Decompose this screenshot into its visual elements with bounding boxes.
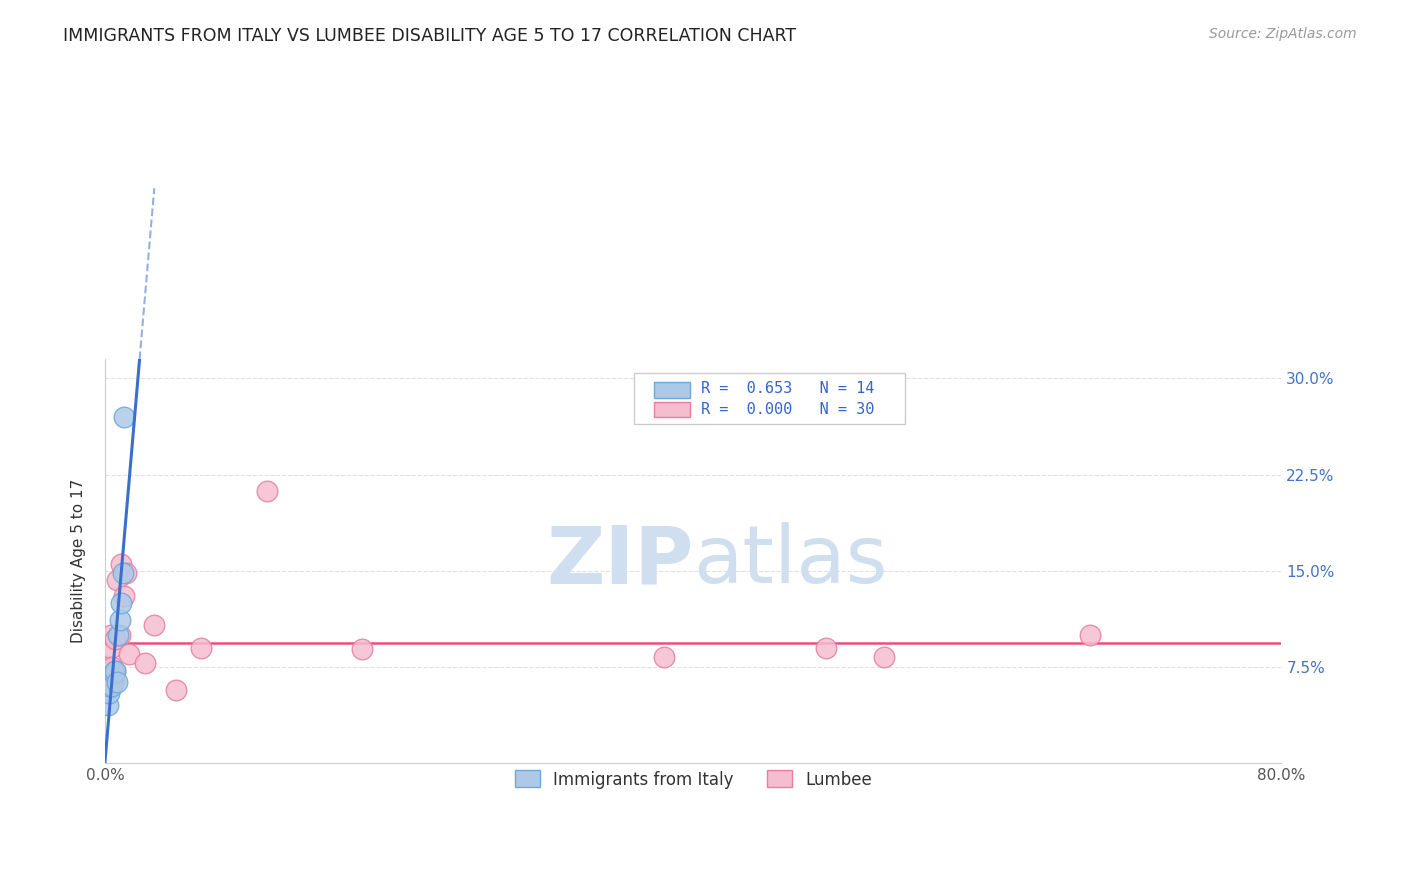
Point xyxy=(814,640,837,655)
Point xyxy=(103,673,125,687)
Point xyxy=(1078,628,1101,642)
Point xyxy=(100,673,122,687)
Point xyxy=(98,679,121,693)
Point xyxy=(101,660,124,674)
Point xyxy=(104,664,127,678)
FancyBboxPatch shape xyxy=(634,374,905,424)
Point xyxy=(100,669,122,683)
Point xyxy=(104,632,127,646)
Text: Source: ZipAtlas.com: Source: ZipAtlas.com xyxy=(1209,27,1357,41)
Point xyxy=(98,670,121,684)
Point xyxy=(96,673,118,687)
Point xyxy=(108,613,131,627)
Point xyxy=(652,649,675,664)
Point xyxy=(100,664,122,678)
Text: R =  0.000   N = 30: R = 0.000 N = 30 xyxy=(702,401,875,417)
Point xyxy=(112,409,135,424)
Point xyxy=(103,667,125,681)
Text: R =  0.653   N = 14: R = 0.653 N = 14 xyxy=(702,381,875,396)
Point xyxy=(110,596,132,610)
Point xyxy=(142,617,165,632)
Y-axis label: Disability Age 5 to 17: Disability Age 5 to 17 xyxy=(72,479,86,643)
Point xyxy=(134,656,156,670)
Point xyxy=(112,590,135,604)
Point xyxy=(97,660,120,674)
Point xyxy=(165,683,187,698)
Point xyxy=(352,642,374,657)
Point xyxy=(98,673,121,687)
Point xyxy=(101,679,124,693)
Point xyxy=(110,558,132,572)
Text: IMMIGRANTS FROM ITALY VS LUMBEE DISABILITY AGE 5 TO 17 CORRELATION CHART: IMMIGRANTS FROM ITALY VS LUMBEE DISABILI… xyxy=(63,27,796,45)
Point xyxy=(103,666,125,681)
Point xyxy=(256,484,278,499)
Point xyxy=(111,566,134,581)
Point xyxy=(114,566,136,581)
Point xyxy=(190,640,212,655)
Text: atlas: atlas xyxy=(693,522,887,600)
Point xyxy=(117,647,139,661)
Point xyxy=(104,664,127,678)
Point xyxy=(105,675,128,690)
Point xyxy=(105,573,128,587)
FancyBboxPatch shape xyxy=(654,401,690,417)
Point xyxy=(100,628,122,642)
Point xyxy=(873,649,896,664)
Point xyxy=(97,669,120,683)
Point xyxy=(107,628,129,642)
FancyBboxPatch shape xyxy=(654,383,690,398)
Text: ZIP: ZIP xyxy=(546,522,693,600)
Point xyxy=(100,640,122,655)
Point xyxy=(108,628,131,642)
Point xyxy=(97,698,120,713)
Point xyxy=(101,669,124,683)
Legend: Immigrants from Italy, Lumbee: Immigrants from Italy, Lumbee xyxy=(508,764,879,795)
Point xyxy=(98,685,121,699)
